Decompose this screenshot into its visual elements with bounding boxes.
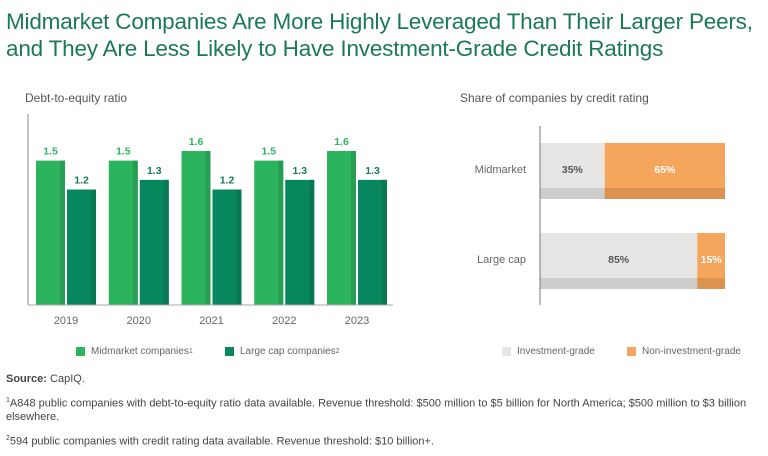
value-label-non-investment-grade-midmarket: 65% xyxy=(654,164,676,176)
x-tick-label-2021: 2021 xyxy=(199,315,223,327)
legend-item-non-investment-grade: Non-investment-grade xyxy=(627,346,741,357)
footnotes: Source: CapIQ. 1A848 public companies wi… xyxy=(6,373,761,456)
source-text: CapIQ. xyxy=(46,373,85,385)
value-label-large-cap-2021: 1.2 xyxy=(220,175,235,187)
value-label-large-cap-2020: 1.3 xyxy=(147,165,162,177)
bar-edge-large-cap-2021 xyxy=(236,189,242,305)
bar-edge-large-cap-2019 xyxy=(91,189,96,305)
value-label-investment-grade-midmarket: 35% xyxy=(562,164,584,176)
bar-edge-midmarket-2023 xyxy=(351,151,356,305)
legend-footnote-mark: 2 xyxy=(335,348,340,355)
left-chart-title: Debt-to-equity ratio xyxy=(25,91,128,105)
bar-edge-midmarket-2020 xyxy=(132,160,138,305)
value-label-midmarket-2023: 1.6 xyxy=(334,136,349,148)
x-tick-label-2023: 2023 xyxy=(345,315,369,327)
bar-edge-large-cap-2020 xyxy=(163,179,169,305)
x-tick-label-2019: 2019 xyxy=(54,315,78,327)
bar-edge-midmarket-2021 xyxy=(205,151,211,305)
segment-shadow-investment-grade-midmarket xyxy=(540,188,605,199)
value-label-large-cap-2023: 1.3 xyxy=(365,165,380,177)
legend-item-midmarket: Midmarket companies 1 xyxy=(76,346,193,357)
value-label-investment-grade-large-cap: 85% xyxy=(608,254,630,266)
x-tick-label-2022: 2022 xyxy=(272,315,296,327)
legend-swatch-midmarket xyxy=(76,347,85,356)
legend-label-investment-grade: Investment-grade xyxy=(517,346,595,357)
value-label-midmarket-2020: 1.5 xyxy=(116,146,131,158)
segment-shadow-non-investment-grade-large-cap xyxy=(697,278,725,289)
footnote-1: 1A848 public companies with debt-to-equi… xyxy=(6,394,761,424)
value-label-large-cap-2022: 1.3 xyxy=(292,165,307,177)
footnote-2-mark: 2 xyxy=(6,434,10,442)
legend-item-large-cap: Large cap companies 2 xyxy=(225,346,340,357)
value-label-midmarket-2019: 1.5 xyxy=(43,146,58,158)
footnote-1-text: A848 public companies with debt-to-equit… xyxy=(6,397,747,423)
bar-edge-midmarket-2019 xyxy=(60,160,65,305)
legend-swatch-non-investment-grade xyxy=(627,347,636,356)
footnote-2: 2594 public companies with credit rating… xyxy=(6,432,761,449)
legend-label-non-investment-grade: Non-investment-grade xyxy=(642,346,741,357)
x-tick-label-2020: 2020 xyxy=(127,315,151,327)
chart-title: Midmarket Companies Are More Highly Leve… xyxy=(6,9,753,61)
segment-shadow-investment-grade-large-cap xyxy=(540,278,698,289)
legend-label-midmarket: Midmarket companies xyxy=(91,346,189,357)
value-label-large-cap-2019: 1.2 xyxy=(74,175,89,187)
source-label: Source: xyxy=(6,373,47,385)
legend-swatch-large-cap xyxy=(225,347,234,356)
footnote-1-mark: 1 xyxy=(6,397,10,404)
legend-label-large-cap: Large cap companies xyxy=(240,346,336,357)
segment-shadow-non-investment-grade-midmarket xyxy=(604,188,725,199)
category-label-midmarket: Midmarket xyxy=(475,164,526,176)
value-label-midmarket-2022: 1.5 xyxy=(261,146,276,158)
value-label-non-investment-grade-large-cap: 15% xyxy=(701,254,723,266)
legend-swatch-investment-grade xyxy=(502,347,511,356)
category-label-large-cap: Large cap xyxy=(477,254,526,266)
legend-footnote-mark: 1 xyxy=(188,348,193,355)
legend-item-investment-grade: Investment-grade xyxy=(502,346,595,357)
footnote-2-text: 594 public companies with credit rating … xyxy=(9,435,434,448)
source-note: Source: CapIQ. xyxy=(6,373,761,386)
right-chart-title: Share of companies by credit rating xyxy=(460,91,649,105)
value-label-midmarket-2021: 1.6 xyxy=(189,136,204,148)
bar-edge-large-cap-2023 xyxy=(382,179,387,305)
bar-edge-midmarket-2022 xyxy=(278,160,284,305)
bar-edge-large-cap-2022 xyxy=(309,179,315,305)
